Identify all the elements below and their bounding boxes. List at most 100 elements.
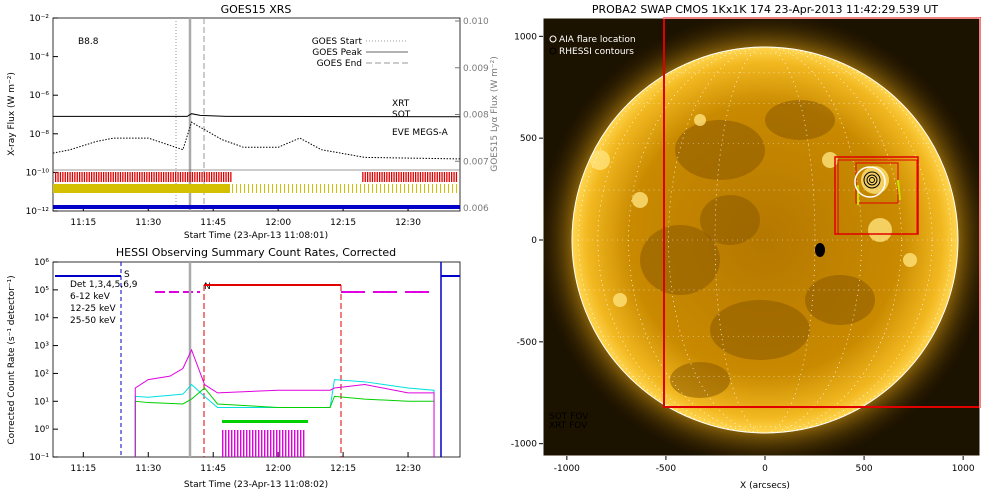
sot-obs-tick (412, 184, 413, 193)
goes-right-tick-label: 0.009 (463, 64, 489, 74)
xrt-obs-tick (379, 172, 381, 182)
hessi-flag-n: N (204, 282, 211, 292)
hessi-spike (234, 430, 236, 457)
xrt-obs-tick (424, 172, 426, 182)
xrt-obs-tick (451, 172, 453, 182)
goes-left-tick-label: 10⁻¹⁰ (26, 168, 50, 178)
sot-obs-tick (340, 184, 341, 193)
xrt-obs-tick (160, 172, 162, 182)
xrt-obs-tick (201, 172, 203, 182)
hessi-spike (228, 430, 230, 457)
swap-y-ticks: 1000 500 0 -500 -1000 (511, 32, 543, 450)
xrt-obs-tick (376, 172, 378, 182)
hessi-y-tick-label: 10⁶ (34, 258, 49, 268)
sot-obs-tick (364, 184, 365, 193)
swap-panel: PROBA2 SWAP CMOS 1Kx1K 174 23-Apr-2013 1… (511, 3, 981, 491)
hessi-spike (240, 430, 242, 457)
xrt-obs-tick (203, 172, 206, 182)
sot-obs-tick (272, 184, 273, 193)
xrt-obs-tick (436, 172, 438, 182)
hessi-spike (225, 430, 227, 457)
swap-y-tick-label: 1000 (514, 32, 537, 42)
hessi-y-tick-label: 10⁻¹ (29, 453, 49, 463)
sun-bright-region (903, 253, 917, 267)
hessi-spike (288, 430, 290, 457)
xrt-obs-tick (143, 172, 146, 182)
swap-y-tick-label: 0 (531, 236, 537, 246)
xrt-obs-tick (367, 172, 369, 182)
xrt-obs-tick (95, 172, 98, 182)
xrt-obs-tick (165, 172, 167, 182)
hessi-spike (303, 430, 305, 457)
goes-xlabel: Start Time (23-Apr-13 11:08:01) (184, 231, 328, 241)
xrt-obs-tick (196, 172, 198, 182)
xrt-obs-tick (206, 172, 208, 182)
swap-frame (542, 17, 981, 457)
xrt-obs-tick (107, 172, 110, 182)
sot-obs-tick (284, 184, 285, 193)
xrt-obs-tick (393, 172, 395, 182)
goes-series-upper (53, 113, 461, 118)
xrt-obs-tick (429, 172, 431, 182)
hessi-spike (231, 430, 233, 457)
sun-longitude-line (668, 46, 862, 434)
hessi-y-tick-label: 10⁵ (34, 286, 49, 296)
hessi-y-tick-label: 10⁴ (34, 314, 49, 324)
xrt-obs-tick (76, 172, 78, 182)
sot-obs-tick (416, 184, 417, 193)
sun-bright-region (590, 150, 610, 170)
xrt-obs-tick (199, 172, 201, 182)
xrt-obs-tick (88, 172, 90, 182)
sot-obs-tick (404, 184, 405, 193)
sot-obs-tick (388, 184, 389, 193)
xrt-obs-tick (64, 172, 66, 182)
sot-obs-tick (336, 184, 337, 193)
hessi-spike (273, 430, 275, 457)
xrt-obs-tick (115, 172, 117, 182)
xrt-obs-tick (170, 172, 172, 182)
xrt-obs-tick (100, 172, 102, 182)
xrt-obs-tick (417, 172, 419, 182)
hessi-spike (297, 430, 299, 457)
sot-obs-tick (408, 184, 409, 193)
hessi-x-tick-label: 11:30 (135, 464, 161, 474)
goes-x-tick-label: 11:45 (200, 218, 226, 228)
swap-legend-aia: AIA flare location (559, 35, 636, 45)
sot-obs-tick (244, 184, 245, 193)
hessi-spike (279, 430, 281, 457)
xrt-obs-tick (119, 172, 122, 182)
hessi-spike (300, 430, 302, 457)
xrt-obs-tick (103, 172, 105, 182)
xrt-obs-tick (455, 172, 458, 182)
xrt-obs-tick (55, 172, 57, 182)
xrt-obs-tick (141, 172, 143, 182)
xrt-obs-tick (79, 172, 81, 182)
xrt-obs-tick (93, 172, 95, 182)
sot-obs-tick (368, 184, 369, 193)
swap-x-tick-label: 1000 (952, 464, 975, 474)
xrt-obs-tick (62, 172, 64, 182)
hessi-x-tick-label: 12:15 (330, 464, 356, 474)
xrt-obs-tick (98, 172, 100, 182)
sot-obs-tick (256, 184, 257, 193)
goes-sot-bars (53, 184, 457, 193)
sun-bright-region (694, 114, 706, 126)
goes-left-tick-label: 10⁻¹² (26, 207, 50, 217)
xrt-obs-tick (431, 172, 434, 182)
sot-obs-tick (424, 184, 425, 193)
hessi-flag-s: S (124, 270, 130, 280)
hessi-frame (52, 261, 461, 458)
swap-sot-fov-label: SOT FOV (549, 412, 589, 422)
xrt-obs-tick (105, 172, 107, 182)
hessi-spike (222, 430, 224, 457)
xrt-obs-tick (441, 172, 443, 182)
sot-obs-tick (420, 184, 421, 193)
hessi-ylabel: Corrected Count Rate (s⁻¹ detector⁻¹) (7, 275, 17, 444)
xrt-obs-tick (124, 172, 126, 182)
hessi-spike (246, 430, 248, 457)
goes-x-tick-label: 12:15 (330, 218, 356, 228)
swap-x-tick-label: 500 (855, 464, 872, 474)
sot-obs-tick (428, 184, 429, 193)
swap-legend-aia-icon (549, 35, 557, 43)
sot-obs-tick (372, 184, 373, 193)
